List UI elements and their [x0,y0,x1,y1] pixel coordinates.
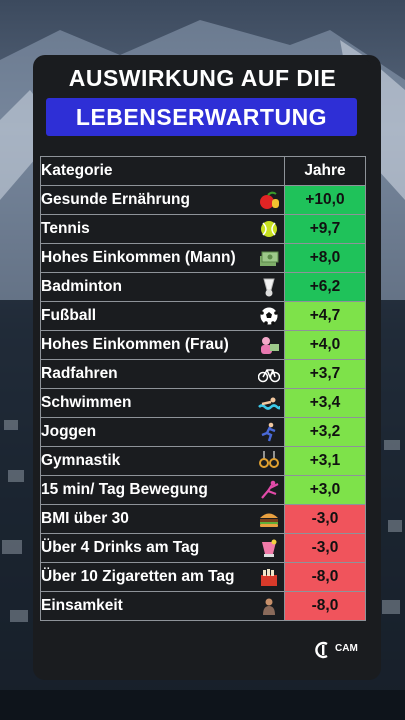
category-cell: Hohes Einkommen (Frau) [40,330,285,360]
title-line-1: AUSWIRKUNG AUF DIE [34,60,371,96]
lonely-person-icon [263,598,275,615]
years-value: -3,0 [284,533,366,563]
category-label: BMI über 30 [41,510,129,527]
category-cell: Gesunde Ernährung [40,185,285,215]
table-row: Radfahren +3,7 [40,359,366,389]
woman-money-icon [261,337,279,354]
category-label: Einsamkeit [41,597,123,614]
category-cell: Tennis [40,214,285,244]
table-row: Joggen +3,2 [40,417,366,447]
category-cell: BMI über 30 [40,504,285,534]
table-row: Fußball +4,7 [40,301,366,331]
category-label: Hohes Einkommen (Frau) [41,336,229,353]
table-row: 15 min/ Tag Bewegung +3,0 [40,475,366,505]
category-label: Joggen [41,423,97,440]
bicycle-icon [258,369,280,383]
category-label: Über 4 Drinks am Tag [41,539,200,556]
years-value: +3,1 [284,446,366,476]
table-row: Über 4 Drinks am Tag -3,0 [40,533,366,563]
cocktail-icon [262,539,277,557]
category-cell: Fußball [40,301,285,331]
shuttlecock-icon [263,278,275,297]
title-line-2: LEBENSERWARTUNG [46,98,357,136]
category-label: Schwimmen [41,394,132,411]
years-value: +10,0 [284,185,366,215]
cam-logo-icon [315,641,328,659]
rings-icon [259,451,279,468]
table-row: Tennis +9,7 [40,214,366,244]
years-value: +3,4 [284,388,366,418]
category-label: Badminton [41,278,122,295]
years-value: +9,7 [284,214,366,244]
cigarettes-icon [261,569,277,586]
category-label: 15 min/ Tag Bewegung [41,481,208,498]
years-value: +8,0 [284,243,366,273]
category-cell: Joggen [40,417,285,447]
cam-logo: CAM [314,640,364,660]
logo-text: CAM [335,643,358,654]
category-label: Fußball [41,307,97,324]
tennis-ball-icon [261,221,277,237]
category-label: Tennis [41,220,90,237]
table-row: Gesunde Ernährung +10,0 [40,185,366,215]
table-row: Schwimmen +3,4 [40,388,366,418]
category-label: Radfahren [41,365,118,382]
category-cell: Über 4 Drinks am Tag [40,533,285,563]
years-value: +3,2 [284,417,366,447]
table-row: Hohes Einkommen (Mann) +8,0 [40,243,366,273]
table-row: Badminton +6,2 [40,272,366,302]
header-value: Jahre [284,156,366,186]
table-row: Einsamkeit -8,0 [40,591,366,621]
years-value: +3,7 [284,359,366,389]
table-row: BMI über 30 -3,0 [40,504,366,534]
years-value: +3,0 [284,475,366,505]
category-cell: Gymnastik [40,446,285,476]
runner-icon [261,422,276,442]
table-header-row: Kategorie Jahre [40,156,366,186]
table-row: Hohes Einkommen (Frau) +4,0 [40,330,366,360]
burger-icon [260,513,278,527]
category-cell: Hohes Einkommen (Mann) [40,243,285,273]
category-cell: Einsamkeit [40,591,285,621]
years-value: +4,7 [284,301,366,331]
category-label: Hohes Einkommen (Mann) [41,249,236,266]
table-row: Über 10 Zigaretten am Tag -8,0 [40,562,366,592]
years-value: +6,2 [284,272,366,302]
category-cell: Schwimmen [40,388,285,418]
years-value: +4,0 [284,330,366,360]
life-expectancy-table: Kategorie Jahre Gesunde Ernährung +10,0 Te… [40,156,366,621]
swimmer-icon [258,397,280,410]
header-category: Kategorie [40,156,285,186]
money-icon [260,251,279,266]
apple-icon [260,191,279,209]
gymnast-icon [261,480,279,499]
category-label: Gymnastik [41,452,121,469]
category-cell: Badminton [40,272,285,302]
category-cell: Radfahren [40,359,285,389]
category-cell: Über 10 Zigaretten am Tag [40,562,285,592]
category-label: Gesunde Ernährung [41,191,191,208]
years-value: -8,0 [284,591,366,621]
category-label: Über 10 Zigaretten am Tag [41,568,235,585]
table-row: Gymnastik +3,1 [40,446,366,476]
years-value: -3,0 [284,504,366,534]
category-cell: 15 min/ Tag Bewegung [40,475,285,505]
soccer-ball-icon [260,307,278,325]
years-value: -8,0 [284,562,366,592]
